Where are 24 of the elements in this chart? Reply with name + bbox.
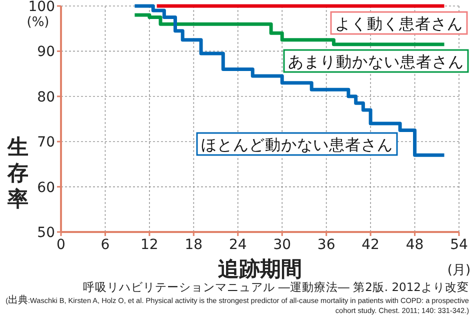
x-axis-title: 追跡期間 — [218, 257, 302, 281]
x-tick-label: 18 — [184, 237, 203, 253]
x-tick-label: 42 — [362, 237, 380, 253]
series-label: あまり動かない患者さん — [288, 53, 464, 71]
x-tick-label: 54 — [450, 237, 468, 253]
y-tick-label: 70 — [37, 134, 55, 151]
text: 呼吸リハビリテーションマニュアル ―運動療法― 第2版. 2012より改変 — [82, 280, 469, 294]
text: (%) — [26, 15, 50, 30]
x-tick-label: 30 — [273, 237, 292, 253]
y-tick-label: 80 — [37, 89, 55, 106]
x-tick-label: 48 — [406, 237, 424, 253]
y-tick-label: 90 — [37, 44, 55, 60]
x-tick-label: 12 — [140, 237, 158, 253]
y-tick-label: 60 — [37, 180, 55, 196]
x-tick-label: 36 — [317, 237, 336, 253]
y-tick-label: 100 — [28, 0, 55, 15]
x-tick-label: 6 — [100, 237, 110, 253]
x-tick-label: 0 — [56, 237, 66, 253]
series-label: よく動く患者さん — [335, 15, 463, 33]
text: (月) — [447, 263, 471, 278]
series-label: ほとんど動かない患者さん — [201, 136, 393, 154]
y-axis-title: 生存率 — [6, 135, 28, 211]
x-tick-label: 24 — [228, 237, 247, 253]
y-tick-label: 50 — [37, 225, 55, 241]
